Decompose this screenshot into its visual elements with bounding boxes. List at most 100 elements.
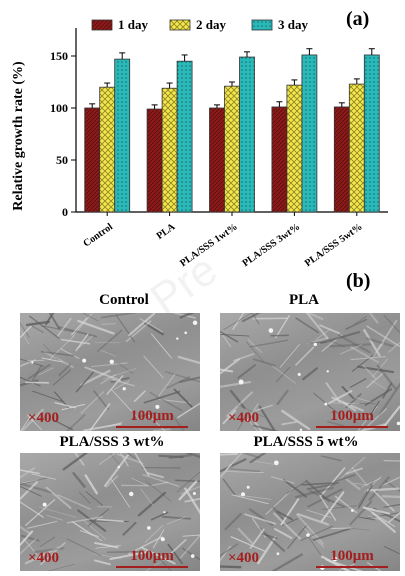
cell xyxy=(241,313,261,323)
cell xyxy=(383,314,400,334)
cell xyxy=(295,346,315,366)
cell xyxy=(127,453,137,459)
cell xyxy=(134,453,150,477)
cell xyxy=(99,349,117,357)
cell xyxy=(106,375,124,395)
cell xyxy=(20,325,32,339)
scale-bar xyxy=(316,566,388,568)
cell xyxy=(161,515,192,520)
cell xyxy=(377,382,400,417)
cell xyxy=(177,402,200,419)
cell xyxy=(329,343,372,348)
cell xyxy=(100,313,137,319)
cell xyxy=(52,369,71,386)
cell xyxy=(146,412,166,431)
cell xyxy=(271,476,295,484)
cell xyxy=(305,533,325,561)
cell xyxy=(224,513,242,531)
cell xyxy=(249,453,267,464)
cell xyxy=(46,514,63,521)
cell xyxy=(220,453,239,456)
cell xyxy=(111,378,135,387)
cell xyxy=(275,366,291,383)
bright-spot xyxy=(273,460,279,466)
cell-texture xyxy=(220,453,400,571)
cell xyxy=(31,473,56,480)
bright-spot xyxy=(276,552,280,556)
cell xyxy=(179,534,200,559)
cell xyxy=(232,353,255,362)
cell xyxy=(76,335,94,350)
cell xyxy=(232,313,245,330)
cell xyxy=(328,339,345,348)
cell xyxy=(38,367,54,376)
cell xyxy=(29,315,60,339)
x-tick-label: PLA xyxy=(155,221,178,242)
cell xyxy=(179,313,195,319)
cell xyxy=(321,505,357,510)
cell xyxy=(220,333,250,337)
y-tick-label: 50 xyxy=(56,153,68,167)
cell xyxy=(276,510,294,521)
cell xyxy=(351,352,376,372)
bar xyxy=(161,87,178,213)
cell xyxy=(353,482,369,486)
cell xyxy=(53,419,73,431)
cell xyxy=(89,403,111,431)
cell xyxy=(80,369,111,387)
cell xyxy=(77,319,115,335)
cell xyxy=(350,356,386,361)
cell xyxy=(376,364,397,390)
bright-spot xyxy=(129,491,134,497)
cell xyxy=(145,557,168,571)
cell xyxy=(381,495,400,499)
cell xyxy=(143,355,164,379)
cell xyxy=(65,414,86,431)
cell xyxy=(340,343,363,355)
cell xyxy=(38,506,77,518)
cell xyxy=(261,533,278,540)
cell xyxy=(57,494,92,510)
cell xyxy=(357,484,373,509)
cell xyxy=(20,466,36,479)
x-tick-label: Control xyxy=(81,221,115,249)
cell xyxy=(30,364,43,384)
cell xyxy=(25,320,50,327)
scale-label: 100μm xyxy=(330,408,374,424)
cell xyxy=(220,543,239,557)
cell xyxy=(274,527,293,539)
cell xyxy=(220,330,239,343)
bright-spot xyxy=(299,428,303,431)
cell xyxy=(320,455,342,462)
bright-spot xyxy=(176,337,179,340)
cell xyxy=(363,329,381,357)
cell xyxy=(45,486,72,509)
cell xyxy=(231,494,269,505)
cell xyxy=(93,541,119,549)
cell xyxy=(382,382,393,399)
cell xyxy=(177,355,200,365)
cell xyxy=(47,563,76,571)
cell xyxy=(381,476,400,487)
cell xyxy=(61,338,91,345)
cell xyxy=(72,472,86,488)
scale-bar xyxy=(116,566,188,568)
cell xyxy=(20,530,34,547)
bright-spot xyxy=(350,509,354,512)
cell xyxy=(95,518,124,523)
cell xyxy=(349,500,373,526)
cell xyxy=(286,480,308,494)
cell xyxy=(184,497,200,503)
cell xyxy=(300,525,334,542)
cell xyxy=(350,346,379,364)
bright-spot xyxy=(332,556,338,562)
bright-spot xyxy=(192,320,198,326)
cell xyxy=(372,342,384,357)
cell xyxy=(142,474,180,487)
cell xyxy=(80,391,105,414)
cell xyxy=(20,359,37,367)
cell xyxy=(40,542,66,566)
cell xyxy=(305,480,330,502)
cell xyxy=(139,317,163,333)
magnification-label: ×400 xyxy=(228,410,260,426)
